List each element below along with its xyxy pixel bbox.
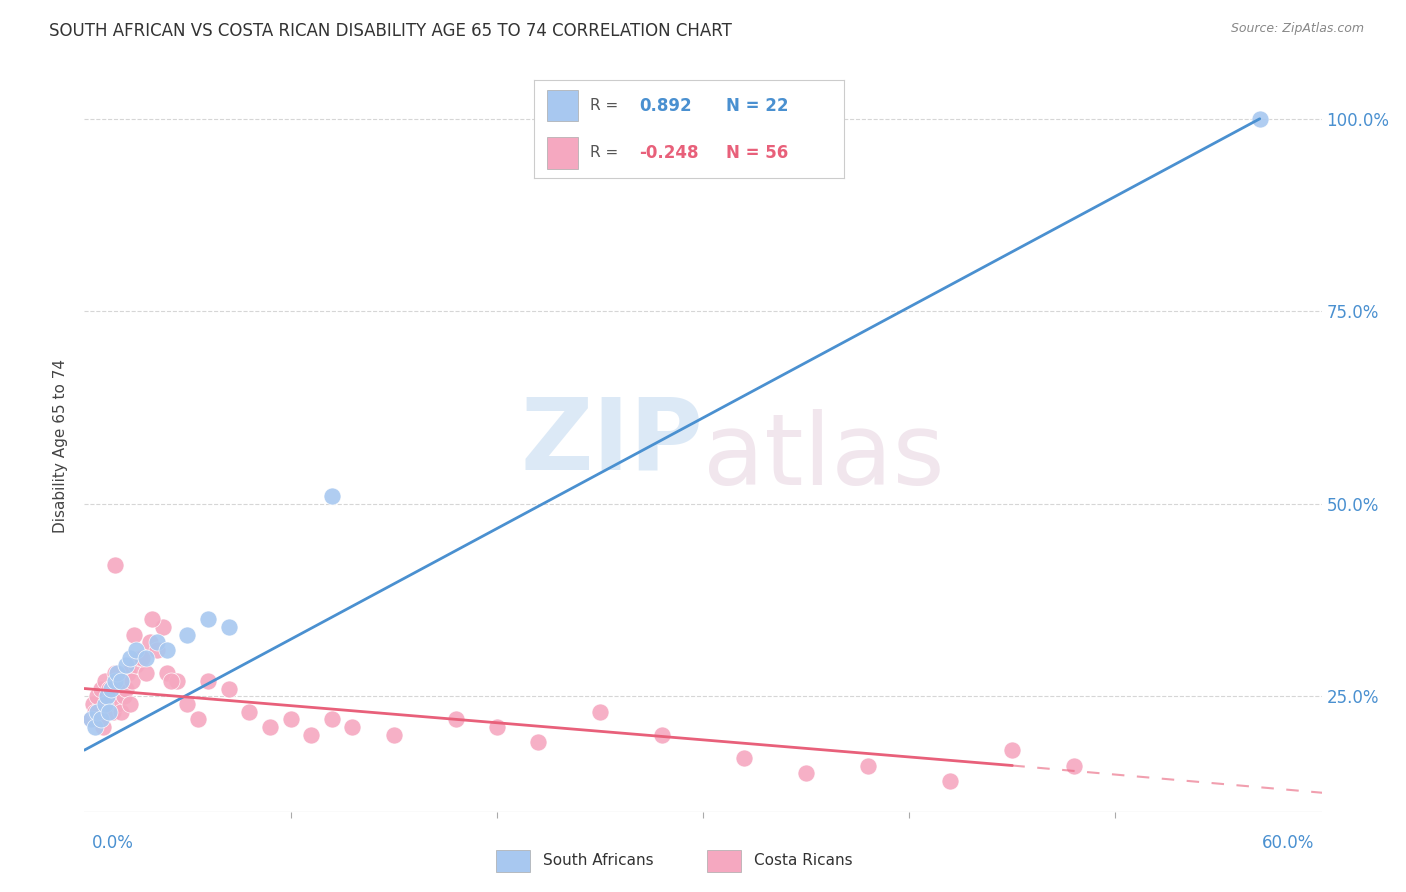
Text: 0.0%: 0.0% [91, 834, 134, 852]
Point [96, 697, 118, 711]
Point [104, 673, 127, 688]
Point [939, 773, 962, 788]
Point [105, 697, 128, 711]
Point [103, 705, 125, 719]
Point [79, 712, 101, 726]
Point [104, 558, 127, 573]
Point [342, 720, 364, 734]
Point [156, 666, 179, 681]
Point [122, 627, 145, 641]
Point [112, 690, 135, 704]
Y-axis label: Disability Age 65 to 74: Disability Age 65 to 74 [53, 359, 69, 533]
Point [117, 666, 139, 681]
Point [145, 635, 167, 649]
Point [166, 673, 188, 688]
Point [139, 635, 162, 649]
Point [160, 673, 183, 688]
Point [145, 643, 167, 657]
Point [589, 705, 612, 719]
Point [794, 766, 817, 780]
Point [114, 658, 136, 673]
Point [1249, 112, 1271, 126]
Point [152, 620, 174, 634]
Point [118, 697, 141, 711]
Text: South Africans: South Africans [543, 854, 654, 868]
Point [141, 612, 163, 626]
Point [82, 697, 104, 711]
FancyBboxPatch shape [707, 849, 741, 872]
Point [1063, 758, 1085, 772]
Point [218, 620, 240, 634]
Text: SOUTH AFRICAN VS COSTA RICAN DISABILITY AGE 65 TO 74 CORRELATION CHART: SOUTH AFRICAN VS COSTA RICAN DISABILITY … [49, 22, 733, 40]
Text: ZIP: ZIP [520, 393, 703, 491]
Point [187, 712, 209, 726]
Text: 0.892: 0.892 [640, 97, 692, 115]
Point [129, 650, 152, 665]
Point [131, 650, 153, 665]
Point [86, 690, 108, 704]
Point [321, 712, 343, 726]
Point [105, 666, 128, 681]
Point [114, 681, 136, 696]
Text: 60.0%: 60.0% [1263, 834, 1315, 852]
Point [86, 705, 108, 719]
Point [96, 690, 118, 704]
Text: atlas: atlas [703, 409, 945, 506]
Text: -0.248: -0.248 [640, 144, 699, 161]
Point [110, 705, 132, 719]
Point [121, 673, 143, 688]
Text: R =: R = [591, 98, 619, 113]
Point [856, 758, 879, 772]
Point [125, 658, 148, 673]
Point [100, 681, 122, 696]
Point [197, 673, 219, 688]
Point [156, 643, 179, 657]
Point [100, 690, 122, 704]
Point [98, 681, 121, 696]
Point [110, 673, 132, 688]
Point [90, 681, 112, 696]
Point [1001, 743, 1024, 757]
Point [108, 673, 131, 688]
Point [98, 705, 121, 719]
Point [104, 666, 127, 681]
Point [238, 705, 260, 719]
Point [79, 712, 101, 726]
Point [91, 720, 114, 734]
Point [382, 728, 405, 742]
Point [197, 612, 219, 626]
Point [83, 720, 105, 734]
Point [176, 697, 198, 711]
Text: N = 56: N = 56 [725, 144, 789, 161]
Point [321, 489, 343, 503]
FancyBboxPatch shape [547, 90, 578, 121]
Point [94, 697, 117, 711]
Point [299, 728, 322, 742]
Text: R =: R = [591, 145, 619, 161]
Point [135, 666, 157, 681]
Point [135, 650, 157, 665]
Point [733, 751, 755, 765]
Point [83, 705, 105, 719]
FancyBboxPatch shape [496, 849, 530, 872]
Point [90, 712, 112, 726]
Point [651, 728, 673, 742]
Point [94, 673, 117, 688]
Point [259, 720, 281, 734]
Point [527, 735, 550, 749]
Point [280, 712, 302, 726]
Point [87, 712, 110, 726]
Text: N = 22: N = 22 [725, 97, 789, 115]
Point [176, 627, 198, 641]
Text: Costa Ricans: Costa Ricans [754, 854, 852, 868]
Text: Source: ZipAtlas.com: Source: ZipAtlas.com [1230, 22, 1364, 36]
Point [485, 720, 508, 734]
Point [218, 681, 240, 696]
FancyBboxPatch shape [547, 137, 578, 169]
Point [118, 650, 141, 665]
Point [444, 712, 467, 726]
Point [125, 643, 148, 657]
